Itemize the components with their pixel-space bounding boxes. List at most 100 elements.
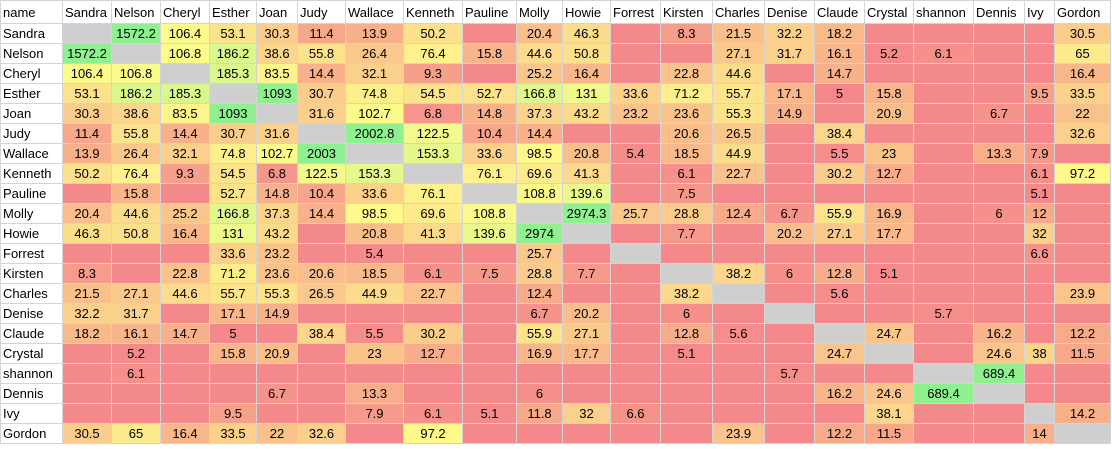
empty-cell xyxy=(403,363,463,384)
value-cell: 14.4 xyxy=(516,123,563,144)
value-cell: 76.4 xyxy=(403,43,463,64)
table-row: Charles 21.5 27.1 44.6 55.7 55.3 26.5 44.9 22.7 1… xyxy=(0,283,1111,304)
value-cell: 7.9 xyxy=(345,403,404,424)
value-cell: 16.2 xyxy=(973,323,1025,344)
row-name: shannon xyxy=(0,363,63,384)
diagonal-cell xyxy=(403,163,463,184)
empty-cell xyxy=(764,423,815,444)
value-cell: 54.5 xyxy=(403,83,463,104)
diagonal-cell xyxy=(913,363,974,384)
row-name: Claude xyxy=(0,323,63,344)
empty-cell xyxy=(1024,323,1055,344)
empty-cell xyxy=(160,363,210,384)
empty-cell xyxy=(712,383,765,404)
diagonal-cell xyxy=(660,263,713,284)
value-cell: 11.8 xyxy=(516,403,563,424)
empty-cell xyxy=(610,223,661,244)
column-header: Joan xyxy=(256,0,298,24)
value-cell: 30.3 xyxy=(62,103,112,124)
empty-cell xyxy=(462,303,517,324)
value-cell: 32 xyxy=(1024,223,1055,244)
empty-cell xyxy=(610,63,661,84)
value-cell: 31.7 xyxy=(764,43,815,64)
value-cell: 33.6 xyxy=(209,243,257,264)
value-cell: 20.6 xyxy=(297,263,346,284)
diagonal-cell xyxy=(462,183,517,204)
value-cell: 24.6 xyxy=(864,383,914,404)
value-cell: 139.6 xyxy=(462,223,517,244)
empty-cell xyxy=(764,123,815,144)
empty-cell xyxy=(712,223,765,244)
value-cell: 55.3 xyxy=(256,283,298,304)
empty-cell xyxy=(1054,303,1111,324)
empty-cell xyxy=(1024,363,1055,384)
row-name: Pauline xyxy=(0,183,63,204)
value-cell: 71.2 xyxy=(209,263,257,284)
table-row: Kenneth 50.2 76.4 9.3 54.5 6.8 122.5 153.3 76.1 6… xyxy=(0,163,1111,184)
value-cell: 5.7 xyxy=(913,303,974,324)
value-cell: 10.4 xyxy=(297,183,346,204)
value-cell: 18.2 xyxy=(62,323,112,344)
value-cell: 27.1 xyxy=(712,43,765,64)
value-cell: 44.6 xyxy=(712,63,765,84)
table-row: Joan 30.3 38.6 83.5 1093 31.6 102.7 6.8 14.8 37.3… xyxy=(0,103,1111,124)
value-cell: 12.4 xyxy=(712,203,765,224)
value-cell: 24.6 xyxy=(973,343,1025,364)
empty-cell xyxy=(562,283,611,304)
value-cell: 32.1 xyxy=(160,143,210,164)
row-name: Gordon xyxy=(0,423,63,444)
value-cell: 33.6 xyxy=(610,83,661,104)
empty-cell xyxy=(712,183,765,204)
empty-cell xyxy=(160,243,210,264)
table-row: Dennis 6.7 13.3 6 16.2 24.6 689.4 xyxy=(0,383,1111,404)
diagonal-cell xyxy=(62,23,112,44)
value-cell: 106.4 xyxy=(62,63,112,84)
value-cell: 26.4 xyxy=(345,43,404,64)
value-cell: 22 xyxy=(1054,103,1111,124)
empty-cell xyxy=(1054,363,1111,384)
row-name: Joan xyxy=(0,103,63,124)
value-cell: 55.3 xyxy=(712,103,765,124)
value-cell: 2002.8 xyxy=(345,123,404,144)
table-row: shannon 6.1 5.7 689.4 xyxy=(0,363,1111,384)
value-cell: 44.6 xyxy=(111,203,161,224)
value-cell: 27.1 xyxy=(111,283,161,304)
diagonal-cell xyxy=(610,243,661,264)
table-row: Crystal 5.2 15.8 20.9 23 12.7 16.9 17.7 5.1 24.7 2… xyxy=(0,343,1111,364)
empty-cell xyxy=(712,363,765,384)
table-row: Wallace 13.9 26.4 32.1 74.8 102.7 2003 153.3 33.… xyxy=(0,143,1111,164)
empty-cell xyxy=(764,143,815,164)
column-header: Ivy xyxy=(1024,0,1055,24)
value-cell: 28.8 xyxy=(660,203,713,224)
empty-cell xyxy=(610,423,661,444)
value-cell: 13.3 xyxy=(973,143,1025,164)
empty-cell xyxy=(462,323,517,344)
value-cell: 55.8 xyxy=(111,123,161,144)
value-cell: 98.5 xyxy=(345,203,404,224)
value-cell: 14.8 xyxy=(256,183,298,204)
table-row: Kirsten 8.3 22.8 71.2 23.6 20.6 18.5 6.1 7.5 28.8… xyxy=(0,263,1111,284)
row-name: Kenneth xyxy=(0,163,63,184)
empty-cell xyxy=(297,303,346,324)
empty-cell xyxy=(764,283,815,304)
value-cell: 16.4 xyxy=(160,423,210,444)
value-cell: 1572.2 xyxy=(62,43,112,64)
value-cell: 97.2 xyxy=(403,423,463,444)
value-cell: 30.3 xyxy=(256,23,298,44)
value-cell: 23.9 xyxy=(1054,283,1111,304)
value-cell: 13.3 xyxy=(345,383,404,404)
empty-cell xyxy=(764,183,815,204)
diagonal-cell xyxy=(516,203,563,224)
empty-cell xyxy=(462,363,517,384)
empty-cell xyxy=(764,343,815,364)
value-cell: 83.5 xyxy=(256,63,298,84)
empty-cell xyxy=(209,383,257,404)
value-cell: 6.1 xyxy=(111,363,161,384)
value-cell: 55.7 xyxy=(209,283,257,304)
value-cell: 122.5 xyxy=(403,123,463,144)
table-row: Gordon 30.5 65 16.4 33.5 22 32.6 97.2 23.9 12.2 11… xyxy=(0,423,1111,444)
value-cell: 31.6 xyxy=(297,103,346,124)
value-cell: 139.6 xyxy=(562,183,611,204)
column-header: Claude xyxy=(814,0,865,24)
